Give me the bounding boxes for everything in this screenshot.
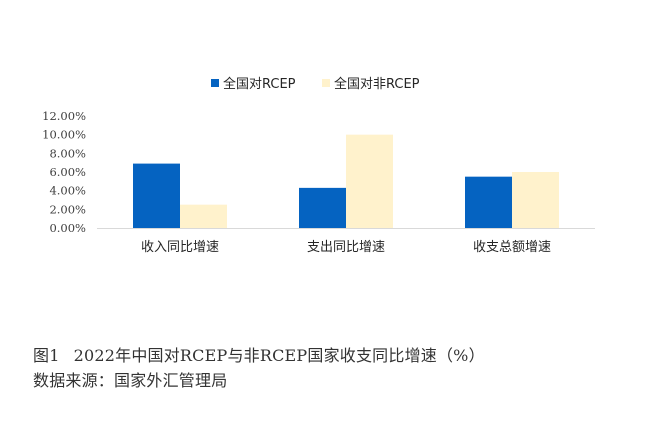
y-axis: 0.00% 2.00% 4.00% 6.00% 8.00% 10.00% 12.00% <box>42 109 86 235</box>
x-tick-label: 收支总额增速 <box>473 240 551 255</box>
x-tick-label: 支出同比增速 <box>307 240 385 255</box>
legend-swatch <box>322 79 330 87</box>
bar <box>180 204 227 228</box>
bar <box>465 176 512 228</box>
bar <box>346 134 393 228</box>
legend-swatch <box>211 79 219 87</box>
y-tick-label: 6.00% <box>49 165 86 179</box>
legend-label: 全国对非RCEP <box>334 76 420 92</box>
y-tick-label: 4.00% <box>49 184 86 198</box>
y-tick-label: 10.00% <box>42 128 86 142</box>
y-tick-label: 12.00% <box>42 109 86 123</box>
y-tick-label: 0.00% <box>49 221 86 235</box>
bar <box>133 163 180 228</box>
bar-chart: 全国对RCEP 全国对非RCEP 0.00% 2.00% 4.00% 6.00% 8.00… <box>42 76 595 255</box>
figure-label: 图1 <box>33 346 60 365</box>
data-source: 数据来源：国家外汇管理局 <box>33 371 228 390</box>
bar <box>512 172 559 228</box>
y-tick-label: 8.00% <box>49 146 86 160</box>
figure-caption: 图1 2022年中国对RCEP与非RCEP国家收支同比增速（%） <box>33 342 485 366</box>
y-tick-label: 2.00% <box>49 202 86 216</box>
x-tick-label: 收入同比增速 <box>141 240 219 255</box>
bars <box>133 134 559 228</box>
bar <box>299 187 346 228</box>
x-axis: 收入同比增速 支出同比增速 收支总额增速 <box>97 228 595 255</box>
figure-title: 2022年中国对RCEP与非RCEP国家收支同比增速（%） <box>73 346 485 365</box>
legend-label: 全国对RCEP <box>223 76 296 92</box>
chart-legend: 全国对RCEP 全国对非RCEP <box>211 76 420 92</box>
